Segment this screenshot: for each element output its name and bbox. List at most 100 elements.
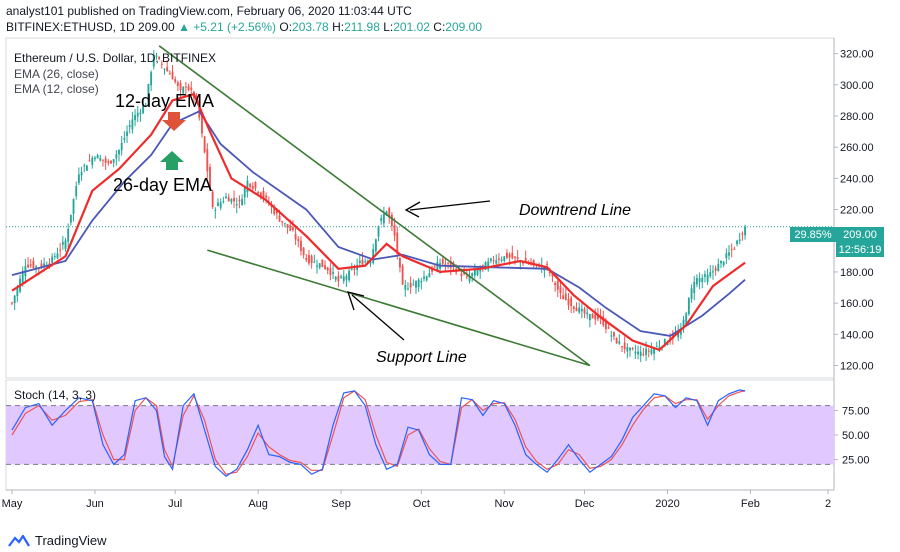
price-tick-label: 220.00 — [840, 205, 874, 217]
candle-body — [594, 314, 597, 320]
support-pointer-arrow — [351, 294, 405, 341]
percent-badge-bg — [790, 227, 836, 242]
candle-body — [67, 228, 70, 242]
candle-body — [720, 260, 722, 264]
candle-body — [91, 157, 94, 165]
candle-body — [701, 277, 704, 283]
candle-body — [241, 199, 244, 206]
candle-body — [449, 261, 452, 268]
candle-body — [417, 279, 420, 288]
candle-body — [583, 308, 586, 314]
candle-body — [605, 322, 607, 330]
candle-body — [663, 339, 666, 346]
candle-body — [637, 351, 639, 355]
candle-body — [83, 165, 86, 167]
candle-body — [554, 283, 557, 286]
candle-body — [163, 68, 166, 70]
candle-body — [393, 224, 396, 236]
candle-body — [294, 234, 297, 240]
label-26-day-ema: 26-day EMA — [113, 175, 212, 195]
candle-body — [102, 159, 104, 161]
candle-body — [329, 268, 332, 275]
candle-body — [265, 195, 268, 198]
candle-body — [728, 252, 730, 256]
candle-body — [345, 276, 348, 280]
candle-body — [313, 261, 316, 263]
candle-body — [59, 249, 62, 251]
candle-body — [717, 263, 720, 272]
candle-body — [468, 275, 471, 282]
candle-body — [495, 260, 498, 264]
candle-body — [618, 341, 621, 344]
symbol-name: BITFINEX:ETHUSD, 1D — [6, 20, 135, 34]
candle-body — [187, 86, 190, 91]
ema26-line — [11, 110, 746, 337]
candle-body — [567, 298, 570, 305]
last-close: 209.00 — [138, 20, 175, 34]
price-tick-label: 120.00 — [840, 361, 874, 373]
candle-body — [460, 273, 463, 277]
candle-body — [318, 263, 321, 268]
price-badge-bg — [836, 227, 884, 242]
price-tick-label: 300.00 — [840, 80, 874, 92]
candle-body — [160, 63, 163, 65]
candle-body — [514, 256, 516, 258]
candle-body — [107, 161, 110, 163]
candle-body — [53, 256, 56, 258]
candle-body — [666, 342, 669, 346]
stoch-label: Stoch (14, 3, 3) — [14, 388, 96, 402]
candle-body — [158, 56, 161, 59]
candle-body — [358, 260, 361, 264]
candle-body — [211, 191, 214, 208]
candle-body — [714, 268, 717, 271]
candle-body — [503, 256, 506, 261]
candle-body — [332, 272, 334, 274]
candle-body — [634, 351, 637, 354]
candle-body — [556, 281, 559, 290]
candle-body — [152, 54, 155, 67]
high-value: 211.98 — [344, 20, 380, 34]
candle-body — [21, 270, 24, 283]
support-pointer-head — [347, 291, 365, 311]
candle-body — [257, 191, 260, 194]
candle-body — [457, 268, 460, 270]
candle-body — [134, 115, 137, 121]
candle-body — [481, 264, 484, 266]
time-tick-label: Feb — [741, 498, 760, 510]
candle-body — [291, 227, 294, 231]
candle-body — [575, 307, 578, 312]
downtrend-trendline — [158, 45, 591, 367]
candle-body — [72, 199, 75, 214]
candle-body — [118, 150, 120, 155]
candle-body — [623, 342, 626, 350]
candle-body — [273, 207, 276, 214]
downtrend-pointer-arrow — [409, 200, 491, 211]
main-pane-border — [5, 37, 835, 379]
candle-body — [69, 214, 72, 223]
candle-body — [647, 350, 650, 352]
open-label: O: — [279, 20, 293, 34]
trendlines[interactable] — [158, 45, 591, 367]
time-tick-label: Nov — [494, 498, 514, 510]
price-axis: 320.00300.00280.00260.00240.00220.00200.… — [834, 49, 874, 373]
candle-body — [308, 254, 310, 264]
candle-body — [698, 278, 701, 283]
candle-body — [316, 265, 318, 267]
candle-body — [380, 217, 383, 221]
candle-body — [275, 209, 278, 214]
footer-brand: TradingView — [35, 533, 107, 548]
candle-body — [56, 253, 59, 259]
candle-body — [40, 263, 43, 268]
candle-body — [128, 125, 131, 127]
price-tick-label: 280.00 — [840, 111, 874, 123]
candle-body — [506, 252, 508, 258]
candle-body — [709, 271, 712, 277]
candle-body — [524, 258, 527, 263]
candle-body — [382, 213, 385, 224]
candle-body — [48, 263, 51, 265]
candle-body — [214, 209, 217, 211]
candle-body — [693, 282, 696, 294]
candle-body — [580, 308, 583, 312]
candle-body — [588, 314, 591, 321]
